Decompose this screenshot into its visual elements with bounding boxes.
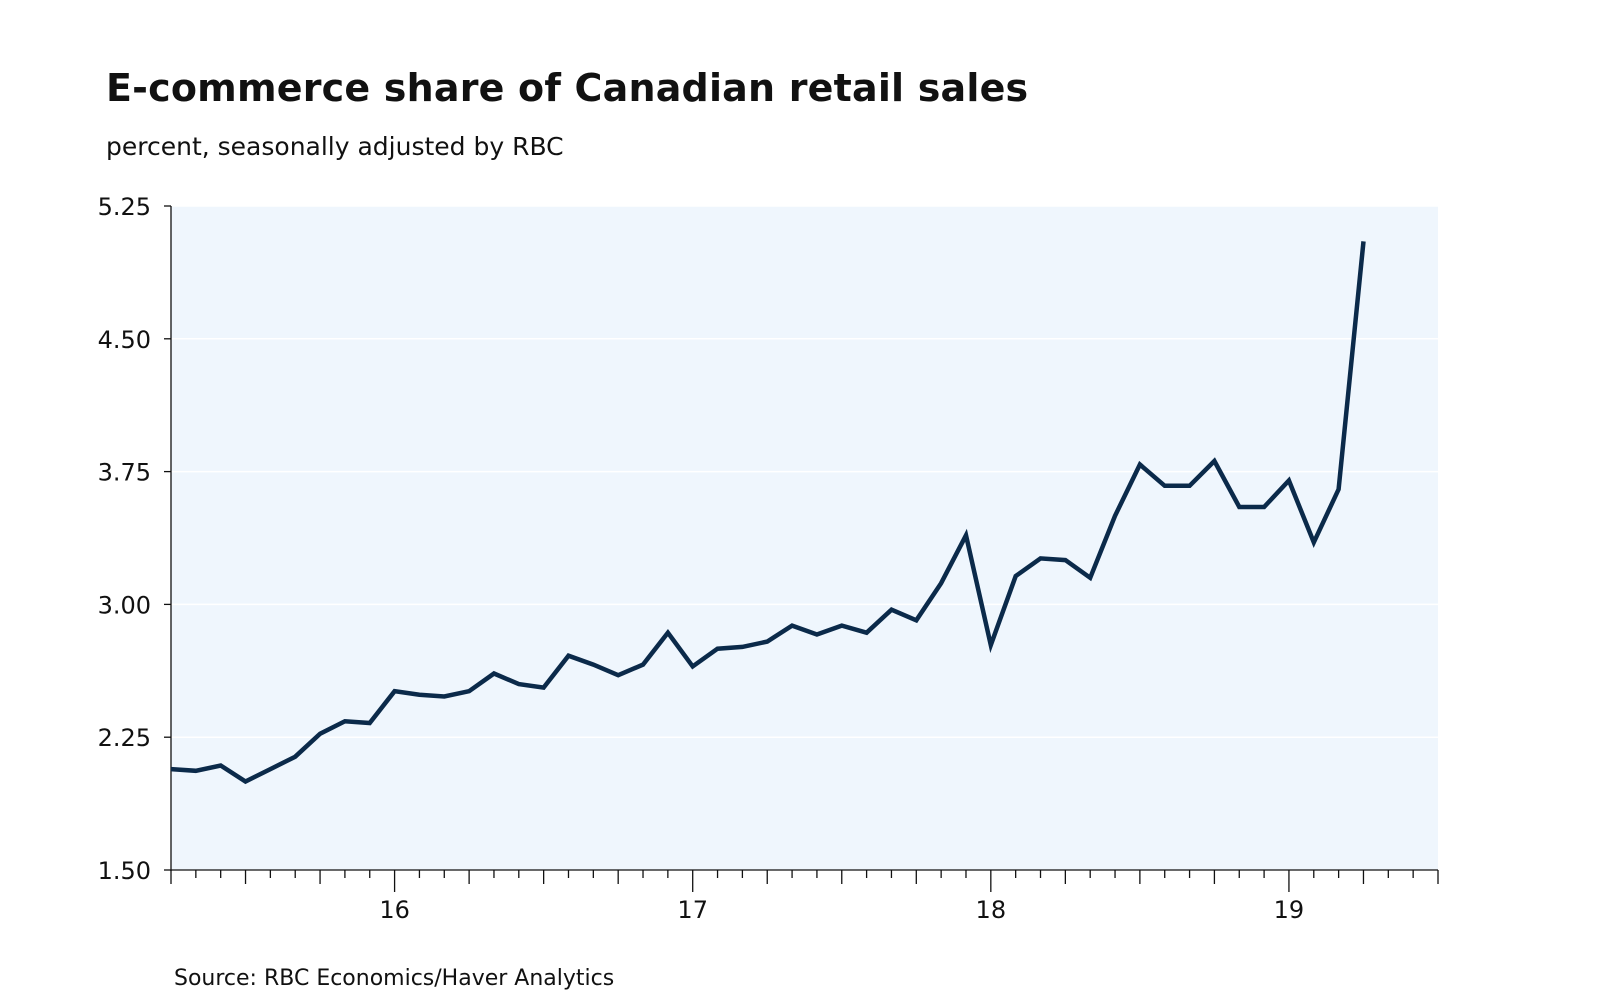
y-tick-label: 2.25: [98, 724, 151, 752]
grid-lines: [171, 205, 1438, 738]
y-tick-label: 3.00: [98, 591, 151, 619]
y-tick-label: 3.75: [98, 459, 151, 487]
y-tick-label: 5.25: [98, 193, 151, 221]
source-note: Source: RBC Economics/Haver Analytics: [174, 966, 615, 991]
chart-title: E-commerce share of Canadian retail sale…: [106, 66, 1029, 110]
x-tick-label: 17: [677, 896, 708, 924]
axes: [170, 206, 1438, 871]
y-tick-label: 4.50: [98, 326, 151, 354]
x-axis-ticks: 16 17 18 19: [170, 870, 1439, 924]
x-tick-label: 16: [379, 896, 410, 924]
y-tick-label: 1.50: [98, 857, 151, 885]
x-tick-label: 18: [976, 896, 1007, 924]
plot-area-background: [171, 206, 1438, 870]
series-line: [170, 241, 1366, 785]
series-layer: [170, 241, 1366, 785]
y-axis-ticks: 1.50 2.25 3.00 3.75 4.50 5.25: [98, 193, 171, 885]
chart-subtitle: percent, seasonally adjusted by RBC: [106, 132, 564, 161]
x-tick-label: 19: [1274, 896, 1305, 924]
